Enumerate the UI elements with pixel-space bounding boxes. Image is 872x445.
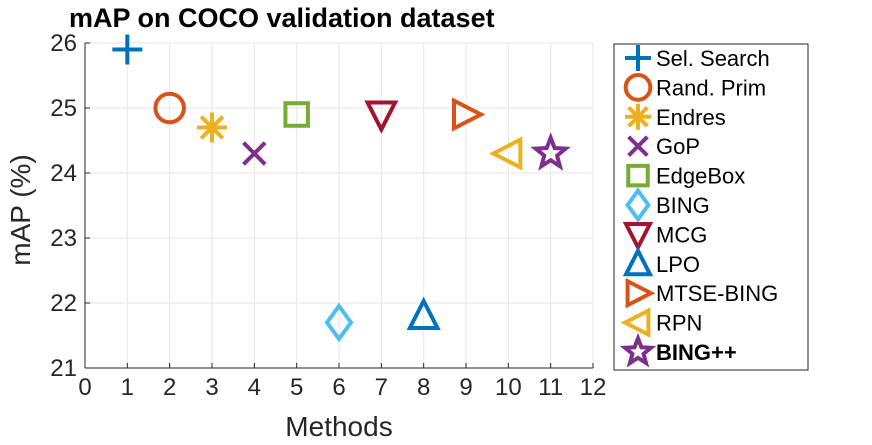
point-mtse-bing-shape	[452, 97, 486, 132]
legend-mtse-bing-marker	[625, 277, 656, 309]
legend-mcg-marker-shape	[622, 221, 654, 252]
legend-rand-prim-marker	[623, 73, 653, 102]
point-bing	[324, 302, 354, 343]
y-tick-label: 23	[50, 225, 77, 252]
point-bing-shape	[530, 132, 571, 171]
y-tick-label: 24	[50, 160, 77, 187]
legend-gop-label: GoP	[656, 134, 700, 159]
legend-lpo-marker	[622, 246, 654, 277]
x-tick-label: 7	[375, 374, 388, 401]
point-edgebox	[283, 101, 310, 128]
x-tick-label: 4	[248, 374, 261, 401]
legend-mtse-bing-label: MTSE-BING	[656, 281, 778, 306]
legend-bing-marker	[625, 187, 651, 223]
legend-mtse-bing-marker-shape	[625, 277, 656, 309]
point-rpn	[488, 136, 523, 171]
legend-bing-marker-shape	[619, 332, 657, 368]
legend-endres-marker	[625, 103, 651, 130]
y-tick-label: 22	[50, 290, 77, 317]
point-sel-search	[112, 34, 143, 65]
legend-rpn-marker-shape	[620, 307, 651, 338]
legend-endres-marker-stroke	[627, 106, 649, 128]
legend-rpn-label: RPN	[656, 311, 702, 336]
legend-bing-marker	[619, 332, 657, 368]
point-rand-prim-shape	[153, 91, 186, 125]
point-edgebox-shape	[283, 101, 310, 128]
y-axis-label: mAP (%)	[5, 154, 36, 266]
x-tick-label: 10	[495, 374, 522, 401]
legend-mcg-label: MCG	[656, 222, 707, 247]
x-tick-label: 6	[332, 374, 345, 401]
legend-edgebox-label: EdgeBox	[656, 164, 745, 189]
point-lpo-shape	[406, 296, 441, 330]
legend-edgebox-marker-shape	[626, 163, 650, 188]
legend-gop-marker-stroke	[627, 135, 649, 157]
legend-sel-search-marker	[625, 45, 651, 71]
x-tick-label: 3	[205, 374, 218, 401]
point-rand-prim	[153, 91, 186, 125]
legend-bing-label: BING	[656, 193, 710, 218]
chart-title: mAP on COCO validation dataset	[69, 3, 495, 33]
grid	[84, 42, 594, 369]
legend-rand-prim-label: Rand. Prim	[656, 75, 766, 100]
legend-bing-label: BING++	[656, 340, 737, 365]
legend-rpn-marker	[620, 307, 651, 338]
legend-endres-label: Endres	[656, 105, 726, 130]
point-endres-stroke	[199, 115, 225, 140]
point-bing-shape	[324, 302, 354, 343]
legend: Sel. Search Rand. Prim Endres GoP EdgeBox BIN…	[613, 43, 809, 371]
point-mtse-bing	[452, 97, 486, 132]
point-lpo	[406, 296, 441, 330]
y-tick-label: 21	[50, 355, 77, 382]
point-endres	[197, 112, 227, 143]
point-gop-stroke	[242, 141, 267, 166]
legend-sel-search-label: Sel. Search	[656, 46, 770, 71]
x-tick-label: 5	[290, 374, 303, 401]
legend-gop-marker	[627, 135, 649, 157]
point-rpn-shape	[488, 136, 523, 171]
x-axis-label: Methods	[285, 411, 392, 442]
y-tick-label: 25	[50, 95, 77, 122]
legend-lpo-label: LPO	[656, 252, 700, 277]
x-tick-label: 9	[459, 374, 472, 401]
point-mcg	[364, 100, 399, 134]
x-tick-label: 1	[121, 374, 134, 401]
point-mcg-shape	[364, 100, 399, 134]
legend-mcg-marker	[622, 221, 654, 252]
legend-rand-prim-marker-shape	[623, 73, 653, 102]
point-bing	[530, 132, 571, 171]
x-tick-label: 12	[580, 374, 607, 401]
y-tick-label: 26	[50, 30, 77, 57]
legend-lpo-marker-shape	[622, 246, 654, 277]
x-tick-label: 8	[417, 374, 430, 401]
legend-bing-marker-shape	[625, 187, 651, 223]
x-tick-label: 2	[163, 374, 176, 401]
point-gop	[242, 141, 267, 166]
legend-edgebox-marker	[626, 163, 650, 188]
x-tick-label: 11	[538, 374, 563, 401]
x-tick-label: 0	[78, 374, 91, 401]
data-points	[112, 34, 571, 343]
